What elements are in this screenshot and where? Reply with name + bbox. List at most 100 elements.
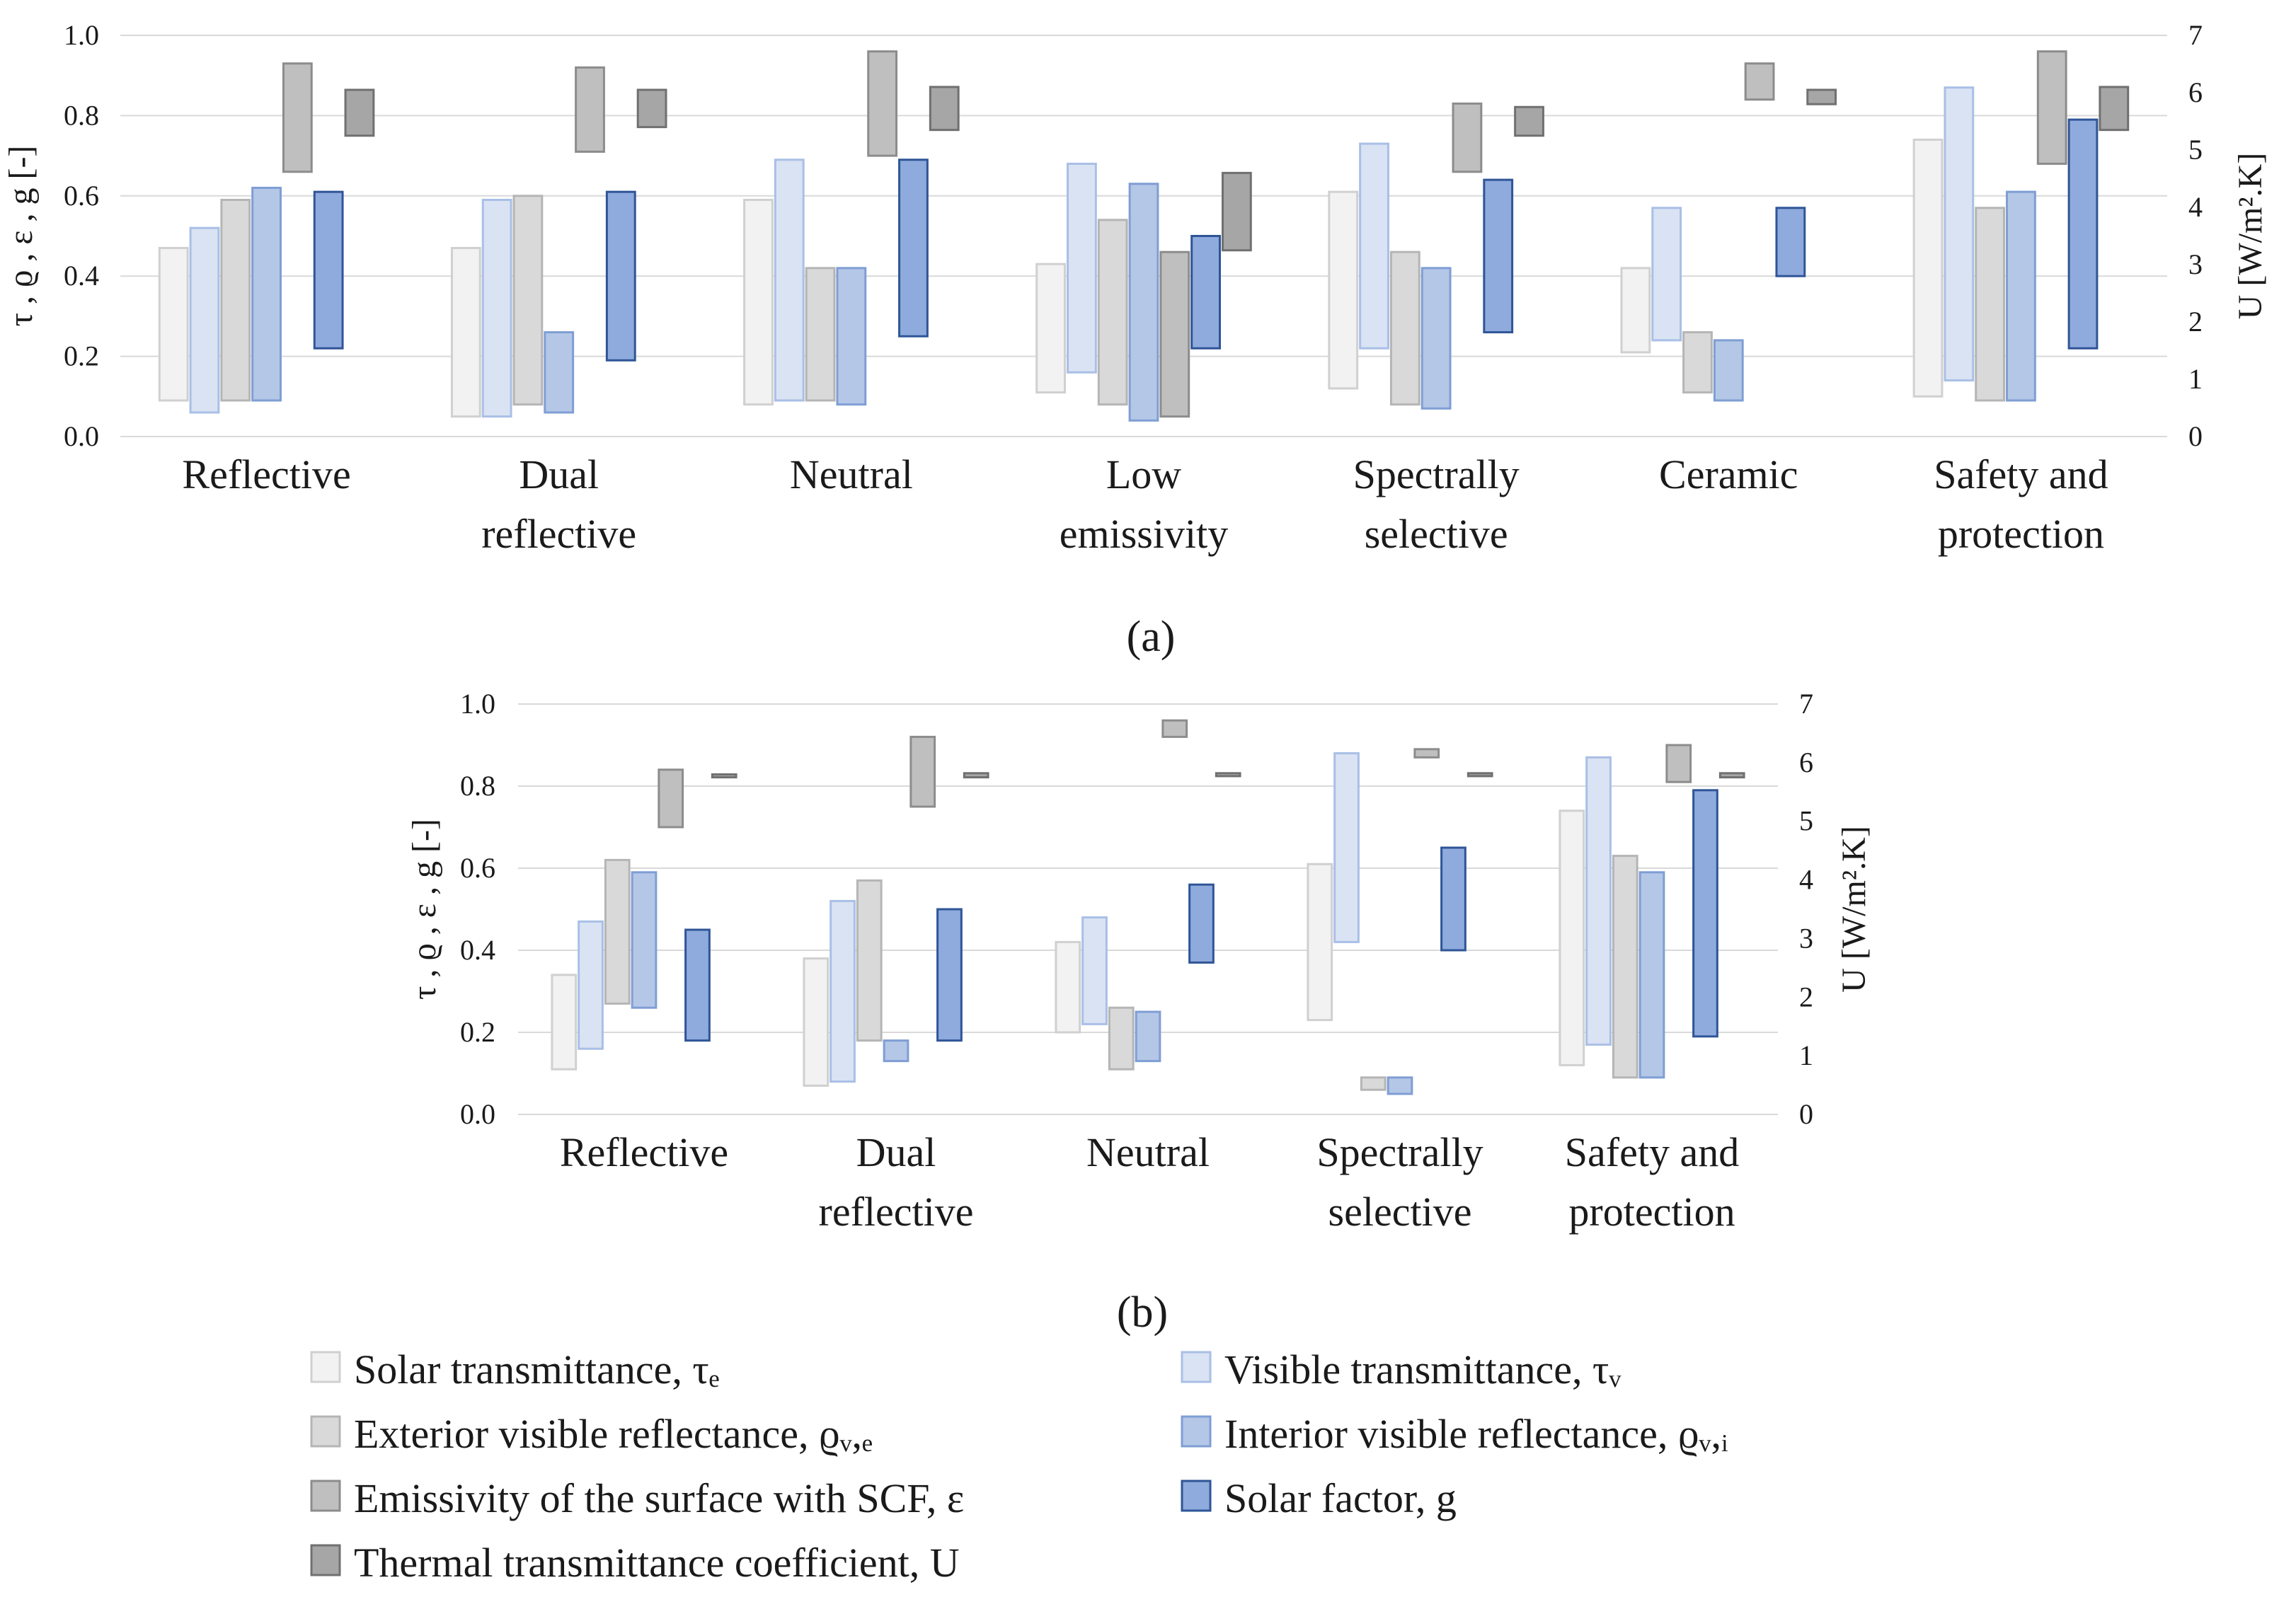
bar-U bbox=[636, 88, 667, 129]
panel-label: (a) bbox=[1127, 613, 1176, 661]
bar-eps bbox=[2036, 50, 2067, 165]
bar-rho_ve bbox=[856, 879, 883, 1042]
legend-label-tau_e: Solar transmittance, τₑ bbox=[354, 1346, 720, 1392]
bar-g bbox=[1775, 207, 1806, 277]
x-category-label: Reflective bbox=[182, 451, 350, 497]
bar-rho_ve bbox=[1097, 219, 1128, 406]
bar-rho_ve bbox=[1108, 1006, 1135, 1071]
bar-g bbox=[1692, 789, 1718, 1038]
y-tick-label: 0.6 bbox=[64, 180, 99, 212]
bar-eps bbox=[282, 62, 313, 173]
bar-rho_vi bbox=[1638, 871, 1665, 1079]
bar-rho_vi bbox=[836, 267, 867, 406]
legend-swatch-eps bbox=[310, 1480, 341, 1512]
bar-rho_ve bbox=[805, 267, 836, 402]
y2-tick-label: 2 bbox=[2188, 306, 2203, 338]
bar-tau_e bbox=[1912, 138, 1944, 398]
legend-swatch-U bbox=[310, 1544, 341, 1576]
bar-g bbox=[1440, 846, 1466, 952]
y2-tick-label: 5 bbox=[1799, 805, 1813, 837]
x-category-label: reflective bbox=[819, 1189, 974, 1235]
y-tick-label: 0.0 bbox=[64, 420, 99, 452]
x-category-label: Safety and bbox=[1934, 451, 2108, 497]
y2-tick-label: 4 bbox=[2188, 191, 2203, 223]
legend-swatch-g bbox=[1181, 1480, 1212, 1512]
y2-tick-label: 3 bbox=[1799, 922, 1813, 954]
x-category-label: Ceramic bbox=[1659, 451, 1798, 497]
y2-tick-label: 3 bbox=[2188, 248, 2203, 280]
bar-tau_e bbox=[551, 974, 578, 1071]
bar-rho_vi bbox=[1128, 183, 1159, 422]
bar-tau_v bbox=[1081, 916, 1108, 1025]
bar-U bbox=[711, 773, 737, 779]
bar-tau_v bbox=[1651, 207, 1682, 342]
bar-tau_e bbox=[1035, 263, 1067, 394]
bar-tau_v bbox=[189, 226, 220, 414]
bar-rho_ve bbox=[1682, 331, 1713, 394]
bar-U bbox=[1221, 171, 1252, 252]
bar-eps bbox=[867, 50, 898, 157]
bar-g bbox=[684, 928, 711, 1042]
bar-U bbox=[963, 772, 989, 779]
legend-swatch-rho_vi bbox=[1181, 1415, 1212, 1448]
panel-label: (b) bbox=[1117, 1288, 1168, 1337]
bar-tau_e bbox=[803, 957, 830, 1087]
bar-eps bbox=[1413, 748, 1440, 759]
x-category-label: selective bbox=[1365, 511, 1508, 557]
bar-eps bbox=[1161, 719, 1188, 738]
bar-rho_vi bbox=[2006, 190, 2036, 402]
y-axis-title: τ , ϱ , ε , g [-] bbox=[406, 819, 443, 1000]
y-tick-label: 0.4 bbox=[460, 934, 495, 966]
bar-g bbox=[2067, 118, 2099, 350]
y2-tick-label: 6 bbox=[1799, 746, 1813, 778]
y2-tick-label: 0 bbox=[2188, 420, 2203, 452]
y-tick-label: 1.0 bbox=[64, 19, 99, 51]
legend-label-rho_ve: Exterior visible reflectance, ϱᵥ,ₑ bbox=[354, 1411, 873, 1457]
y-tick-label: 0.4 bbox=[64, 260, 99, 292]
bar-rho_vi bbox=[251, 186, 282, 402]
bar-eps bbox=[1159, 250, 1190, 418]
bar-g bbox=[313, 190, 344, 350]
bar-rho_ve bbox=[604, 858, 631, 1005]
chart-panel-b: 0.0 0.2 0.4 0.6 0.8 1.0 0 1 2 3 4 5 6 7 τ , ϱ , ε , g … bbox=[406, 688, 1873, 1337]
bar-tau_v bbox=[830, 899, 856, 1083]
legend-label-U: Thermal transmittance coefficient, U bbox=[354, 1540, 960, 1586]
bar-eps bbox=[909, 735, 936, 808]
bar-rho_ve bbox=[512, 195, 544, 406]
chart-panel-a: 0.0 0.2 0.4 0.6 0.8 1.0 0 1 2 3 4 5 6 7 τ , ϱ , ε , g … bbox=[2, 19, 2269, 661]
y-tick-label: 0.0 bbox=[460, 1098, 495, 1130]
bar-rho_ve bbox=[1612, 855, 1638, 1079]
bar-rho_ve bbox=[1975, 207, 2006, 402]
legend-label-tau_v: Visible transmittance, τᵥ bbox=[1224, 1346, 1621, 1392]
bar-g bbox=[936, 908, 963, 1042]
y2-tick-label: 1 bbox=[1799, 1039, 1813, 1071]
bar-tau_v bbox=[578, 920, 604, 1050]
bar-rho_vi bbox=[883, 1039, 909, 1063]
y-tick-label: 1.0 bbox=[460, 688, 495, 720]
bar-tau_e bbox=[1559, 809, 1585, 1066]
bar-tau_v bbox=[1359, 142, 1389, 350]
bar-g bbox=[605, 190, 636, 362]
bar-rho_ve bbox=[1360, 1076, 1387, 1091]
x-category-label: Dual bbox=[856, 1129, 936, 1175]
legend-swatch-tau_e bbox=[310, 1351, 341, 1383]
bar-tau_e bbox=[1307, 863, 1333, 1022]
bar-U bbox=[1514, 105, 1544, 137]
bar-U bbox=[2099, 86, 2130, 132]
x-category-label: Neutral bbox=[1086, 1129, 1210, 1175]
bar-tau_v bbox=[1585, 756, 1612, 1046]
y-axis-title: τ , ϱ , ε , g [-] bbox=[2, 146, 40, 327]
bar-eps bbox=[1665, 744, 1692, 783]
bar-tau_e bbox=[450, 247, 481, 418]
bar-tau_v bbox=[1944, 86, 1975, 382]
y2-tick-label: 4 bbox=[1799, 864, 1813, 896]
y-tick-label: 0.6 bbox=[460, 852, 495, 884]
x-category-label: reflective bbox=[481, 511, 636, 557]
y-tick-label: 0.2 bbox=[64, 340, 99, 372]
x-category-label: Safety and bbox=[1565, 1129, 1739, 1175]
bar-rho_vi bbox=[631, 871, 658, 1009]
y-tick-label: 0.8 bbox=[64, 99, 99, 131]
legend-label-rho_vi: Interior visible reflectance, ϱᵥ,ᵢ bbox=[1224, 1411, 1728, 1457]
legend: Solar transmittance, τₑ Visible transmitt… bbox=[310, 1346, 1728, 1586]
